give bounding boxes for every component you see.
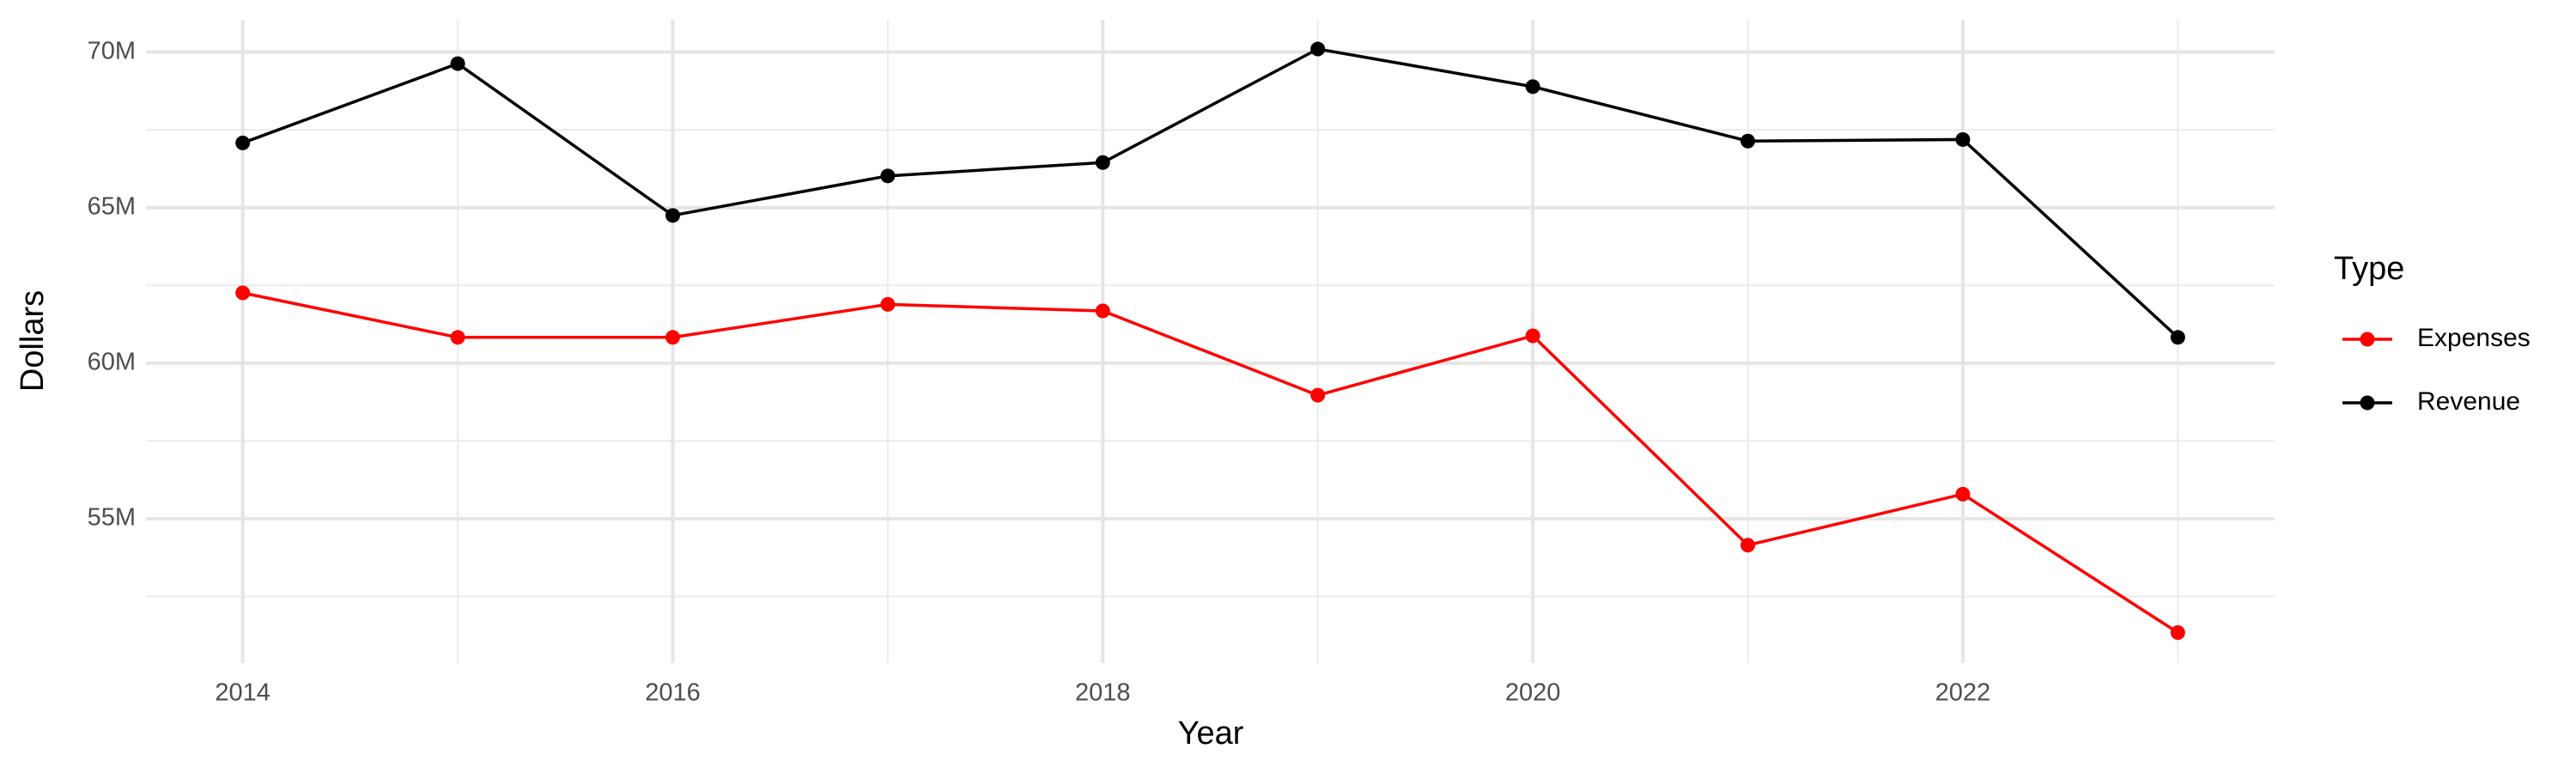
x-tick-label: 2020 [1505,679,1561,707]
series-line [242,291,2179,634]
y-tick-label: 60M [88,349,136,376]
data-point [665,330,680,345]
data-point [1095,155,1110,170]
data-point [880,296,896,312]
x-tick-label: 2022 [1935,679,1991,707]
legend-marker [2360,332,2375,347]
data-point [1310,41,1326,57]
y-tick-label: 70M [88,37,136,64]
y-tick-label: 65M [88,192,136,220]
data-point [665,208,680,223]
data-point [2170,625,2185,641]
data-point [1955,131,1971,147]
data-point [1741,133,1756,149]
x-tick-label: 2014 [215,679,270,707]
x-axis-title: Year [1178,715,1244,752]
y-tick-label: 55M [88,504,136,532]
legend-marker [2360,395,2375,411]
data-point [450,330,465,345]
data-point [1525,328,1540,344]
data-point [2170,330,2185,345]
y-axis-title: Dollars [15,290,51,392]
data-point [235,135,251,150]
data-point [880,168,896,184]
data-point [1955,486,1971,502]
x-tick-label: 2018 [1075,679,1131,707]
legend-label: Expenses [2417,324,2530,352]
data-point [1310,387,1326,403]
legend-label: Revenue [2417,387,2520,416]
data-point [1095,303,1110,319]
series-line [242,47,2179,339]
x-tick-label: 2016 [645,679,701,707]
data-point [1741,538,1756,553]
data-point [450,56,465,71]
data-point [235,285,251,301]
legend-title: Type [2334,251,2404,287]
data-point [1525,79,1540,94]
